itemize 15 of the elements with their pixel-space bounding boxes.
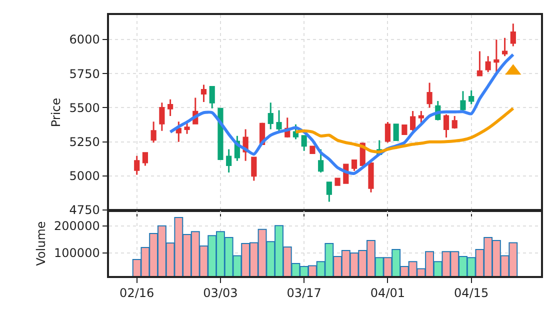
y-tick-label: 5750 [69, 66, 100, 81]
y-tick-label: 100000 [54, 246, 100, 260]
x-tick-label: 02/16 [120, 286, 154, 300]
y-tick-label: 200000 [54, 219, 100, 234]
x-tick-label: 04/01 [370, 286, 406, 300]
y-axis-title: Volume [34, 221, 48, 266]
x-tick-label: 04/15 [454, 286, 489, 300]
x-tick-label: 03/03 [203, 286, 238, 300]
y-tick-label: 6000 [69, 32, 100, 47]
y-tick-label: 4750 [69, 203, 100, 218]
x-tick-label: 03/17 [286, 286, 322, 300]
y-axis-title: Price [49, 98, 64, 128]
y-tick-label: 5000 [69, 169, 100, 184]
y-tick-label: 5500 [69, 100, 100, 115]
y-tick-label: 5250 [69, 134, 100, 149]
